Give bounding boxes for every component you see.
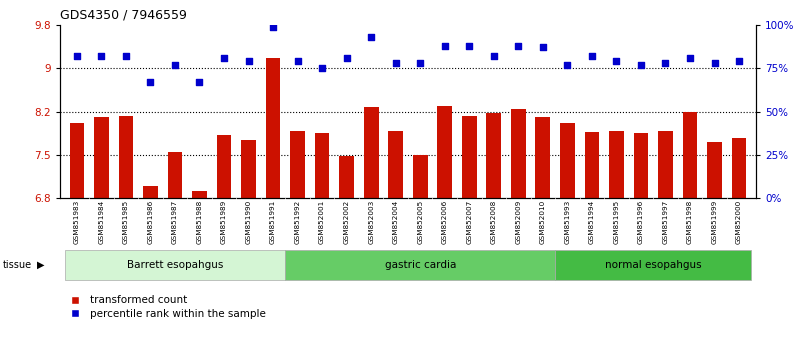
Legend: transformed count, percentile rank within the sample: transformed count, percentile rank withi… xyxy=(65,296,266,319)
Bar xyxy=(291,131,305,198)
Point xyxy=(95,53,107,59)
Point xyxy=(71,53,84,59)
Point xyxy=(340,55,353,61)
Text: ▶: ▶ xyxy=(37,260,44,270)
Point xyxy=(463,43,476,48)
Bar xyxy=(192,191,207,198)
Point xyxy=(732,58,745,64)
Bar xyxy=(413,155,427,198)
Bar xyxy=(143,185,158,198)
Text: GDS4350 / 7946559: GDS4350 / 7946559 xyxy=(60,9,186,22)
Text: GSM851996: GSM851996 xyxy=(638,200,644,244)
Point xyxy=(291,58,304,64)
Text: GSM851993: GSM851993 xyxy=(564,200,571,244)
Bar xyxy=(658,131,673,198)
Text: GSM851997: GSM851997 xyxy=(662,200,669,244)
Text: GSM851994: GSM851994 xyxy=(589,200,595,244)
Text: Barrett esopahgus: Barrett esopahgus xyxy=(127,259,223,270)
Bar xyxy=(732,138,747,198)
Text: GSM851992: GSM851992 xyxy=(295,200,301,244)
Bar xyxy=(536,117,550,198)
Text: GSM851987: GSM851987 xyxy=(172,200,178,244)
Point xyxy=(316,65,329,71)
Bar xyxy=(560,123,575,198)
Bar xyxy=(707,142,722,198)
Bar xyxy=(462,115,477,198)
Point xyxy=(487,53,500,59)
Point xyxy=(537,45,549,50)
Bar xyxy=(339,156,354,198)
Text: GSM852005: GSM852005 xyxy=(417,200,423,244)
Point xyxy=(169,62,181,68)
Point xyxy=(365,34,377,40)
Point xyxy=(193,79,206,85)
Text: GSM851990: GSM851990 xyxy=(245,200,252,244)
Text: GSM852002: GSM852002 xyxy=(344,200,349,244)
Text: gastric cardia: gastric cardia xyxy=(384,259,456,270)
Text: GSM851999: GSM851999 xyxy=(712,200,717,244)
Text: GSM851984: GSM851984 xyxy=(99,200,104,244)
Bar xyxy=(388,131,403,198)
Text: GSM851991: GSM851991 xyxy=(270,200,276,244)
Text: GSM852001: GSM852001 xyxy=(319,200,325,244)
Point xyxy=(144,79,157,85)
Point xyxy=(561,62,574,68)
Text: GSM851998: GSM851998 xyxy=(687,200,693,244)
Bar xyxy=(609,131,624,198)
Bar xyxy=(486,113,501,198)
Text: GSM851988: GSM851988 xyxy=(197,200,202,244)
Bar xyxy=(364,107,379,198)
Bar xyxy=(584,132,599,198)
Point xyxy=(119,53,132,59)
Text: tissue: tissue xyxy=(3,260,33,270)
Bar xyxy=(217,135,232,198)
Point xyxy=(586,53,599,59)
Bar xyxy=(285,250,555,280)
Bar xyxy=(168,152,182,198)
Bar xyxy=(64,250,285,280)
Bar xyxy=(119,115,133,198)
Bar xyxy=(437,106,452,198)
Point xyxy=(684,55,696,61)
Point xyxy=(217,55,230,61)
Text: normal esopahgus: normal esopahgus xyxy=(605,259,701,270)
Text: GSM852003: GSM852003 xyxy=(369,200,374,244)
Text: GSM852010: GSM852010 xyxy=(540,200,546,244)
Text: GSM852006: GSM852006 xyxy=(442,200,447,244)
Point xyxy=(439,43,451,48)
Point xyxy=(242,58,255,64)
Point xyxy=(708,60,721,66)
Text: GSM851989: GSM851989 xyxy=(221,200,227,244)
Text: GSM852009: GSM852009 xyxy=(515,200,521,244)
Point xyxy=(414,60,427,66)
Point xyxy=(634,62,647,68)
Point xyxy=(389,60,402,66)
Point xyxy=(512,43,525,48)
Point xyxy=(267,24,279,29)
Bar xyxy=(314,133,330,198)
Bar xyxy=(683,112,697,198)
Bar xyxy=(241,141,256,198)
Bar xyxy=(555,250,751,280)
Text: GSM851986: GSM851986 xyxy=(147,200,154,244)
Bar xyxy=(634,133,648,198)
Text: GSM851985: GSM851985 xyxy=(123,200,129,244)
Text: GSM852007: GSM852007 xyxy=(466,200,472,244)
Text: GSM852000: GSM852000 xyxy=(736,200,742,244)
Bar xyxy=(94,117,109,198)
Bar xyxy=(69,123,84,198)
Bar xyxy=(266,58,280,198)
Text: GSM852008: GSM852008 xyxy=(491,200,497,244)
Point xyxy=(610,58,622,64)
Point xyxy=(659,60,672,66)
Text: GSM852004: GSM852004 xyxy=(392,200,399,244)
Bar xyxy=(511,109,525,198)
Text: GSM851983: GSM851983 xyxy=(74,200,80,244)
Text: GSM851995: GSM851995 xyxy=(614,200,619,244)
